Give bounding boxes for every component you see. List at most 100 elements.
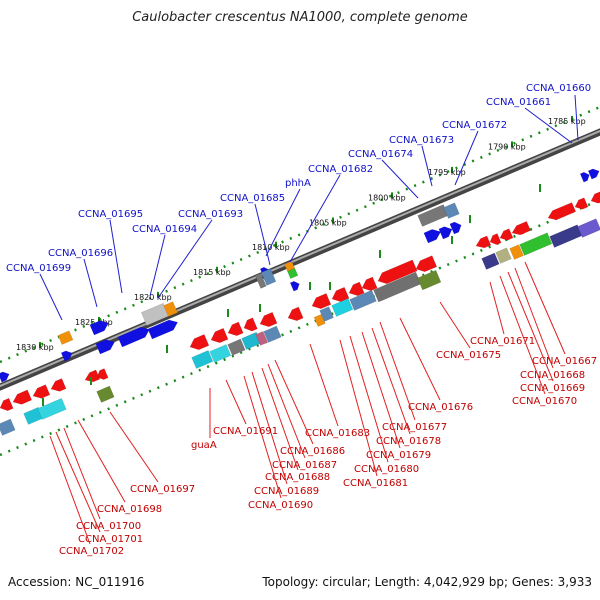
- top-label-leader: [454, 130, 479, 186]
- gene-arrow: [511, 221, 531, 236]
- map-title: Caulobacter crescentus NA1000, complete …: [132, 10, 468, 25]
- feature-block: [443, 202, 460, 219]
- feature-block: [57, 330, 74, 345]
- feature-block: [349, 289, 377, 311]
- gene-arrow: [0, 397, 14, 411]
- bottom-gene-label: CCNA_01669: [520, 383, 585, 394]
- gene-arrow: [210, 327, 229, 344]
- gene-arrow: [311, 293, 332, 310]
- top-label-leader: [381, 159, 419, 199]
- bottom-gene-label: CCNA_01690: [248, 500, 313, 511]
- top-label-leader: [83, 258, 98, 308]
- top-label-leader: [109, 219, 123, 294]
- feature-block: [331, 298, 354, 317]
- bottom-gene-label: CCNA_01668: [520, 370, 585, 381]
- bottom-gene-label: CCNA_01681: [343, 478, 408, 489]
- kbp-tick-label: 1815 kbp: [193, 268, 231, 277]
- gene-arrow: [331, 286, 350, 303]
- top-gene-label: CCNA_01672: [442, 120, 507, 131]
- gene-arrow: [438, 226, 453, 240]
- bottom-label-leader: [243, 375, 282, 499]
- gene-arrow: [95, 339, 115, 355]
- feature-block: [260, 268, 277, 286]
- bottom-gene-label: CCNA_01700: [76, 521, 141, 532]
- bottom-label-leader: [49, 435, 91, 545]
- gene-arrow: [587, 168, 600, 180]
- bottom-label-leader: [225, 379, 247, 425]
- top-gene-label: CCNA_01660: [526, 83, 591, 94]
- bottom-gene-label: CCNA_01678: [376, 436, 441, 447]
- top-label-leader: [39, 273, 63, 321]
- gene-arrow: [547, 202, 577, 221]
- feature-block: [255, 331, 269, 346]
- top-gene-label: CCNA_01696: [48, 248, 113, 259]
- top-label-leader: [574, 94, 579, 141]
- top-label-leader: [149, 234, 166, 297]
- kbp-tick-label: 1790 kbp: [488, 143, 526, 152]
- bottom-label-leader: [514, 267, 554, 369]
- top-label-leader: [524, 107, 573, 144]
- feature-block: [417, 269, 442, 291]
- gene-arrow: [449, 221, 462, 235]
- feature-block: [495, 247, 512, 264]
- feature-block: [319, 306, 334, 322]
- bottom-gene-label: CCNA_01701: [78, 534, 143, 545]
- feature-block: [313, 313, 326, 327]
- bottom-label-leader: [399, 317, 441, 401]
- bottom-gene-label: CCNA_01698: [97, 504, 162, 515]
- bottom-label-leader: [55, 431, 101, 533]
- gene-arrow: [475, 235, 492, 249]
- gene-arrow: [89, 320, 109, 336]
- gene-arrow: [289, 281, 300, 292]
- top-gene-label: phhA: [285, 178, 311, 189]
- topology-summary: Topology: circular; Length: 4,042,929 bp…: [262, 575, 592, 589]
- gene-arrow: [259, 311, 278, 328]
- accession-text: Accession: NC_011916: [8, 575, 145, 589]
- gene-arrow: [574, 197, 589, 210]
- top-label-leader: [421, 145, 433, 187]
- gene-arrow: [348, 281, 365, 297]
- top-label-leader: [254, 203, 271, 266]
- bottom-gene-label: CCNA_01675: [436, 350, 501, 361]
- bottom-label-leader: [439, 301, 471, 349]
- top-gene-label: CCNA_01682: [308, 164, 373, 175]
- bottom-gene-label: CCNA_01671: [470, 336, 535, 347]
- feature-block: [37, 397, 67, 420]
- feature-block: [163, 301, 178, 317]
- gene-arrow: [579, 172, 590, 183]
- gene-arrow: [32, 384, 51, 399]
- bottom-label-leader: [379, 321, 416, 421]
- feature-block: [209, 344, 232, 363]
- top-gene-label: CCNA_01673: [389, 135, 454, 146]
- bottom-label-leader: [63, 427, 101, 520]
- bottom-label-leader: [371, 327, 411, 435]
- bottom-gene-label: CCNA_01689: [254, 486, 319, 497]
- bottom-label-leader: [274, 359, 314, 445]
- ruler-bottom: [0, 198, 600, 457]
- bottom-gene-label: CCNA_01691: [213, 426, 278, 437]
- bottom-label-leader: [251, 371, 288, 485]
- gene-arrow: [60, 350, 73, 362]
- gene-arrow: [227, 321, 244, 337]
- bottom-label-leader: [524, 261, 566, 355]
- feature-block: [96, 385, 115, 403]
- top-gene-label: CCNA_01693: [178, 209, 243, 220]
- kbp-tick-label: 1805 kbp: [309, 219, 347, 228]
- top-label-leader: [289, 174, 341, 263]
- gene-arrow: [117, 326, 150, 348]
- bottom-gene-label: CCNA_01702: [59, 546, 124, 557]
- gene-arrow: [96, 368, 109, 380]
- gene-arrow: [415, 255, 438, 273]
- feature-block: [254, 272, 267, 289]
- top-label-leader: [157, 219, 213, 299]
- bottom-gene-label: CCNA_01697: [130, 484, 195, 495]
- bottom-gene-label: CCNA_01679: [366, 450, 431, 461]
- bottom-gene-label: CCNA_01676: [408, 402, 473, 413]
- bottom-gene-label: CCNA_01686: [280, 446, 345, 457]
- bottom-gene-label: CCNA_01683: [305, 428, 370, 439]
- kbp-tick-label: 1795 kbp: [428, 168, 466, 177]
- bottom-label-leader: [109, 411, 159, 483]
- bottom-gene-label: CCNA_01680: [354, 464, 419, 475]
- bottom-label-leader: [361, 331, 401, 449]
